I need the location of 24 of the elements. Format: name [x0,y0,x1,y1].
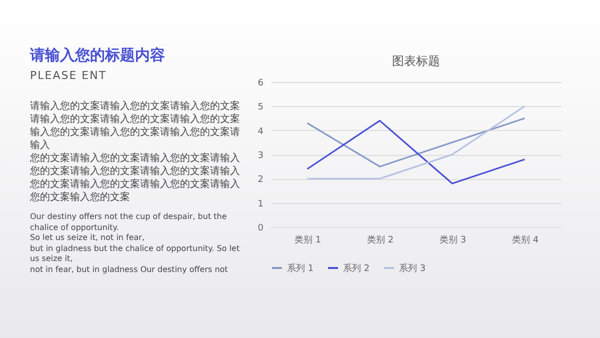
text: Our destiny offers not the cup of despair, but the chalice of opportunity. [30,212,228,233]
x-tick-label: 类别 3 [439,234,466,246]
line-series [306,120,526,184]
text: not in fear, but in gladness Our destiny offers not [30,264,229,275]
y-tick-label: 5 [258,102,264,113]
y-tick-label: 3 [258,151,264,161]
legend-label: 系列 3 [399,263,426,274]
y-tick-label: 0 [258,224,264,234]
text: So let us seize it, not in fear, [30,233,146,244]
chart-title: 图表标题 [392,54,440,68]
legend-label: 系列 1 [287,263,314,274]
y-tick-label: 2 [258,175,264,186]
x-tick-label: 类别 2 [366,234,394,246]
text: 请输入您的文案请输入您的文案请输入您的文案请输入您的文案请输入您的文案请输入您的文案输入您的文案请输入您的文案请输入您的文案请输入 [30,100,241,152]
text: PLEASE ENT [30,69,108,82]
x-tick-label: 类别 4 [512,234,539,246]
text: 您的文案请输入您的文案请输入您的文案请输入您的文案请输入您的文案请输入您的文案请输入您的文案请输入您的文案请输入您的文案请输入您的文案输入您的文案 [30,152,241,204]
y-tick-label: 4 [258,126,264,137]
line-series [306,117,526,168]
text: 请输入您的标题内容 [30,46,166,65]
y-tick-label: 1 [258,199,264,210]
legend-label: 系列 2 [343,263,370,274]
y-tick-label: 6 [258,78,264,88]
x-tick-label: 类别 1 [294,234,322,246]
